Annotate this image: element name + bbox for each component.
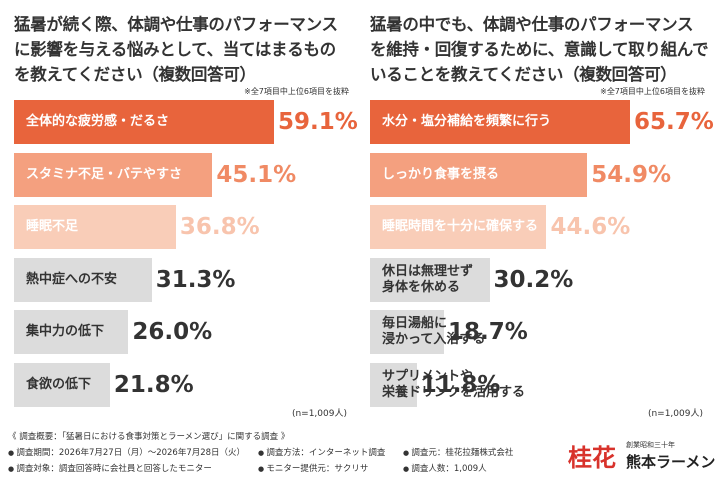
note: ※全7項目中上位6項目を抜粋 [244,87,349,96]
sample-size: (n=1,009人) [291,409,347,419]
bar-label: 休日は無理せず 身体を休める [382,263,474,295]
value-label: 54.9% [591,161,672,188]
value-label: 21.8% [113,371,194,398]
logo-tagline: 創業昭和三十年 [626,441,675,449]
bar [14,257,152,302]
bar-label: しっかり食事を摂る [382,166,500,182]
bar-label: 集中力の低下 [26,324,105,339]
value-label: 30.2% [493,266,574,293]
bar [14,152,213,197]
bar [14,100,274,144]
bar [370,152,588,197]
right-chart: 猛暑の中でも、体調や仕事のパフォーマンス を維持・回復するために、意識して取り組… [364,8,714,423]
value-label: 59.1% [278,109,358,135]
bar [14,205,176,249]
survey-item: モニター提供元：サクリサ [258,462,403,474]
bar-label: 全体的な疲労感・だるさ [26,114,170,129]
value-label: 26.0% [132,319,213,345]
survey-items: 調査期間：2026年7月27日（月）～2026年7月28日（火）調査方法：インタ… [8,446,568,474]
survey-item: 調査元：桂花拉麺株式会社 [403,446,568,458]
bar-label: 睡眠時間を十分に確保する [382,219,539,234]
value-label: 31.3% [155,266,236,293]
survey-item: 調査対象：調査回答時に会社員と回答したモニター [8,462,258,474]
logo: 桂花 創業昭和三十年 熊本ラーメン [568,436,718,476]
value-label: 45.1% [216,161,297,188]
value-label: 65.7% [634,109,714,135]
sample-size: (n=1,009人) [647,409,703,419]
bar [370,257,490,302]
logo-name: 熊本ラーメン [626,453,716,471]
bar [370,100,630,144]
bar-label: サプリメントや 栄養ドリンクを活用する [382,368,526,400]
footer: 《 調査概要：「猛暑日における食事対策とラーメン選び」に関する調査 》 調査期間… [8,430,568,474]
chart-title: 猛暑の中でも、体調や仕事のパフォーマンス を維持・回復するために、意識して取り組… [370,15,709,84]
survey-item: 調査期間：2026年7月27日（月）～2026年7月28日（火） [8,446,258,458]
value-label: 44.6% [550,214,631,240]
bar-label: 食欲の低下 [26,376,92,392]
survey-summary: 《 調査概要：「猛暑日における食事対策とラーメン選び」に関する調査 》 [8,432,290,442]
logo-mark: 桂花 [568,444,616,472]
bar-label: 毎日湯船に 浸かって入浴する [382,316,486,347]
note: ※全7項目中上位6項目を抜粋 [600,87,705,96]
survey-item: 調査方法：インターネット調査 [258,446,403,458]
bar [14,362,110,407]
bar-label: 熱中症への不安 [26,271,118,287]
bar [370,205,547,249]
bar-label: 水分・塩分補給を頻繁に行う [382,114,552,129]
value-label: 11.8% [420,371,501,398]
bar [370,310,444,354]
value-label: 36.8% [179,214,260,240]
bar-label: 睡眠不足 [26,219,79,234]
chart-title: 猛暑が続く際、体調や仕事のパフォーマンス に影響を与える悩みとして、当てはまるも… [14,15,338,84]
value-label: 18.7% [448,319,528,345]
bar [14,310,129,354]
survey-item: 調査人数：1,009人 [403,462,568,474]
bar [370,362,417,407]
bar-label: スタミナ不足・バテやすさ [26,166,183,182]
left-chart: 猛暑が続く際、体調や仕事のパフォーマンス に影響を与える悩みとして、当てはまるも… [8,8,358,423]
